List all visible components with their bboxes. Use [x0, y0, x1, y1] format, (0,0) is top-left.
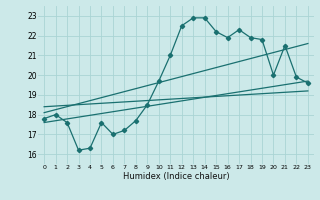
- X-axis label: Humidex (Indice chaleur): Humidex (Indice chaleur): [123, 172, 229, 181]
